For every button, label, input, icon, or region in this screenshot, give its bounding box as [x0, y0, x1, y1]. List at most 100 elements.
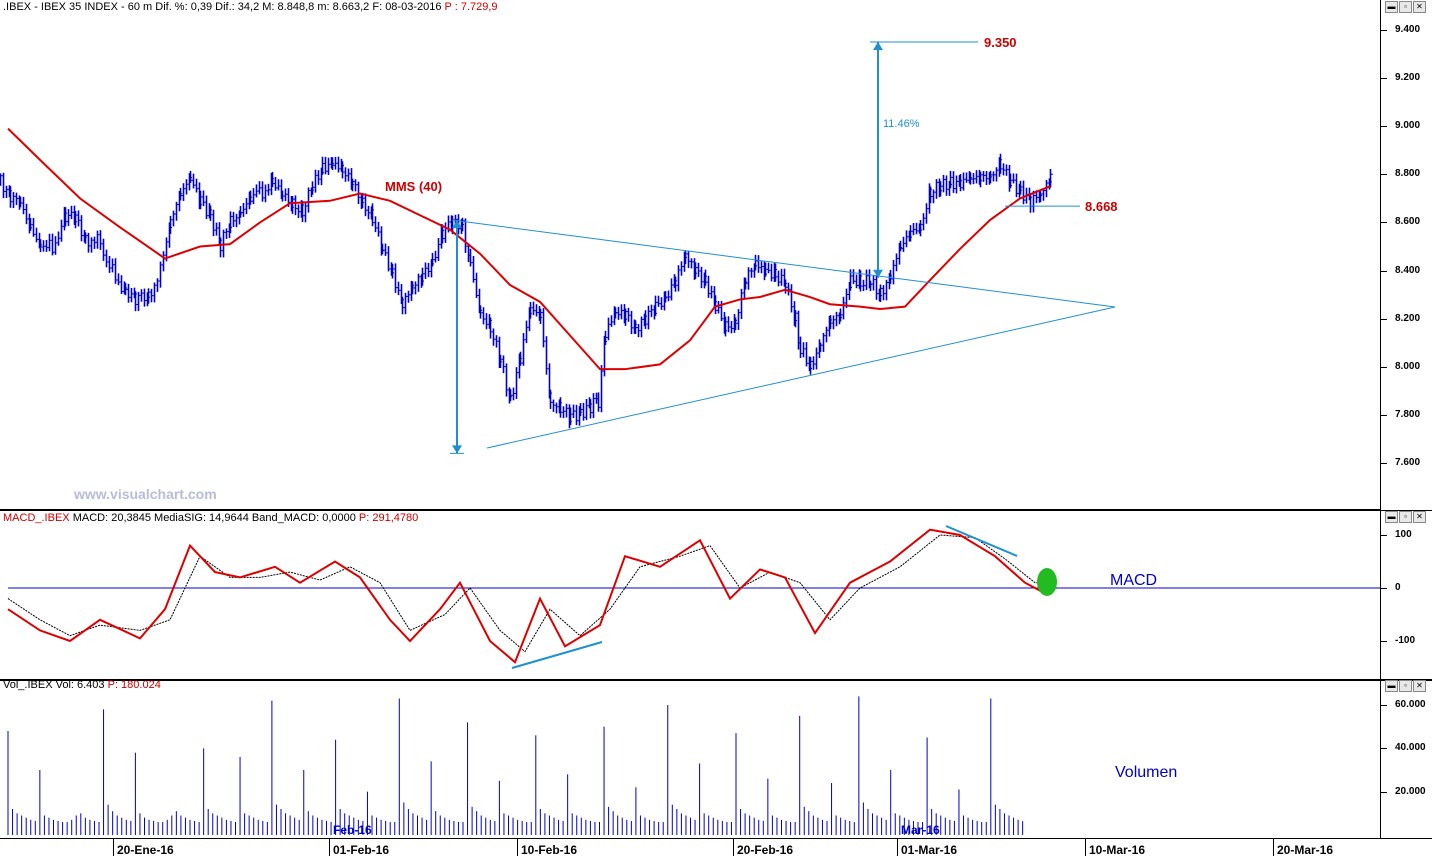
- macd-chart: MACD: [7, 525, 1380, 669]
- price-header: .IBEX - IBEX 35 INDEX - 60 m Dif. %: 0,3…: [3, 1, 498, 13]
- price-axis-label: 8.400: [1395, 264, 1421, 276]
- month-label: Feb-16: [333, 823, 372, 837]
- header-symbol: .IBEX - IBEX 35 INDEX -: [3, 1, 125, 13]
- x-axis-label: 20-Ene-16: [117, 843, 174, 857]
- axis-tick-mark: [1381, 30, 1387, 31]
- header-dif-pct: Dif. %: 0,39: [155, 1, 213, 13]
- header-p: P : 7.729,9: [444, 1, 498, 13]
- price-axis-label: 8.200: [1395, 312, 1421, 324]
- pane-minimize-button[interactable]: ▬: [1385, 1, 1398, 13]
- x-axis-label: 01-Feb-16: [333, 843, 390, 857]
- volume-axis-label: 60.000: [1395, 699, 1426, 710]
- volume-pane[interactable]: Volumen: [0, 681, 1380, 838]
- volume-header: Vol_.IBEX Vol: 6.403 P: 180.024: [3, 679, 161, 691]
- volume-axis[interactable]: [1380, 681, 1432, 838]
- price-axis-label: 7.800: [1395, 408, 1421, 420]
- x-axis-label: 10-Feb-16: [521, 843, 578, 857]
- macd-value: MACD: 20,3845: [72, 512, 151, 524]
- macd-restore-button[interactable]: ▫: [1399, 511, 1412, 523]
- x-axis-tick: [1273, 838, 1274, 856]
- pane-restore-button[interactable]: ▫: [1399, 1, 1412, 13]
- macd-minimize-button[interactable]: ▬: [1385, 511, 1398, 523]
- volume-label: Volumen: [1115, 764, 1177, 781]
- axis-tick-mark: [1381, 791, 1387, 793]
- axis-tick-mark: [1381, 126, 1387, 128]
- price-axis-label: 8.000: [1395, 360, 1421, 372]
- macd-axis[interactable]: [1380, 511, 1432, 679]
- mms-line: [7, 127, 1051, 371]
- axis-tick-mark: [1381, 78, 1387, 80]
- arrowhead: [873, 269, 883, 278]
- vol-p-value: P: 180.024: [107, 679, 161, 691]
- vol-name: Vol_.IBEX: [3, 679, 53, 691]
- axis-tick-mark: [1381, 270, 1387, 272]
- price-axis-label: 9.000: [1395, 120, 1421, 132]
- x-axis-label: 20-Feb-16: [737, 843, 794, 857]
- volume-axis-label: 40.000: [1395, 742, 1426, 754]
- price-axis[interactable]: [1380, 0, 1432, 510]
- mms-label: MMS (40): [385, 179, 442, 194]
- macd-divergence-line: [945, 525, 1018, 557]
- macd-axis-label: 100: [1395, 529, 1412, 540]
- pane-divider[interactable]: [0, 679, 1432, 681]
- macd-signal-value: MediaSIG: 14,9644: [154, 512, 249, 524]
- axis-tick-mark: [1381, 535, 1387, 536]
- volume-axis-label: 20.000: [1395, 785, 1426, 797]
- axis-tick-mark: [1381, 366, 1387, 368]
- watermark: www.visualchart.com: [74, 486, 217, 502]
- axis-tick-mark: [1381, 588, 1387, 589]
- volume-minimize-button[interactable]: ▬: [1385, 680, 1398, 692]
- macd-signal-line: [7, 534, 1055, 653]
- macd-pane[interactable]: MACD: [0, 511, 1380, 680]
- price-axis-label: 9.200: [1395, 72, 1421, 84]
- macd-divergence-line: [511, 641, 603, 669]
- volume-close-button[interactable]: ✕: [1413, 680, 1426, 692]
- axis-tick-mark: [1381, 414, 1387, 416]
- breakout-label: 8.668: [1085, 199, 1118, 214]
- macd-highlight-marker: [1037, 568, 1057, 596]
- price-pane[interactable]: 9.350 8.668 11.46% MMS (40): [0, 0, 1380, 510]
- header-date: F: 08-03-2016: [372, 1, 442, 13]
- axis-tick-mark: [1381, 705, 1387, 706]
- macd-header: MACD_.IBEX MACD: 20,3845 MediaSIG: 14,96…: [3, 512, 418, 524]
- volume-restore-button[interactable]: ▫: [1399, 680, 1412, 692]
- price-axis-label: 8.800: [1395, 168, 1421, 180]
- x-axis-tick: [517, 838, 518, 856]
- arrowhead: [452, 445, 462, 454]
- x-axis-tick: [733, 838, 734, 856]
- x-axis-label: 01-Mar-16: [901, 843, 958, 857]
- macd-name: MACD_.IBEX: [3, 512, 70, 524]
- header-min: m: 8.663,2: [317, 1, 370, 13]
- arrowhead: [452, 220, 462, 229]
- macd-close-button[interactable]: ✕: [1413, 511, 1426, 523]
- axis-tick-mark: [1381, 222, 1387, 224]
- x-axis-label: 20-Mar-16: [1277, 843, 1334, 857]
- price-axis-label: 8.600: [1395, 216, 1421, 228]
- pane-divider[interactable]: [0, 509, 1432, 511]
- volume-chart: Volumen: [7, 696, 1177, 835]
- x-axis-label: 10-Mar-16: [1089, 843, 1146, 857]
- x-axis[interactable]: [0, 838, 1432, 858]
- price-axis-label: 7.600: [1395, 457, 1421, 468]
- target-pct-label: 11.46%: [883, 118, 920, 130]
- macd-axis-label: 0: [1395, 582, 1401, 593]
- month-label: Mar-16: [901, 823, 940, 837]
- macd-p-value: P: 291,4780: [358, 512, 419, 524]
- price-axis-label: 9.400: [1395, 24, 1421, 35]
- macd-line: [7, 528, 1056, 664]
- header-max: M: 8.848,8: [262, 1, 315, 13]
- macd-label: MACD: [1110, 572, 1157, 589]
- x-axis-tick: [113, 838, 114, 856]
- header-dif: Dif.: 34,2: [215, 1, 260, 13]
- axis-tick-mark: [1381, 174, 1387, 176]
- axis-tick-mark: [1381, 748, 1387, 750]
- macd-band-value: Band_MACD: 0,0000: [251, 512, 356, 524]
- x-axis-tick: [897, 838, 898, 856]
- axis-tick-mark: [1381, 318, 1387, 320]
- axis-tick-mark: [1381, 641, 1387, 642]
- pane-close-button[interactable]: ✕: [1413, 1, 1426, 13]
- triangle-lower-line: [486, 306, 1116, 449]
- header-period: 60 m: [127, 1, 153, 13]
- x-axis-tick: [329, 838, 330, 856]
- macd-axis-label: -100: [1395, 635, 1416, 646]
